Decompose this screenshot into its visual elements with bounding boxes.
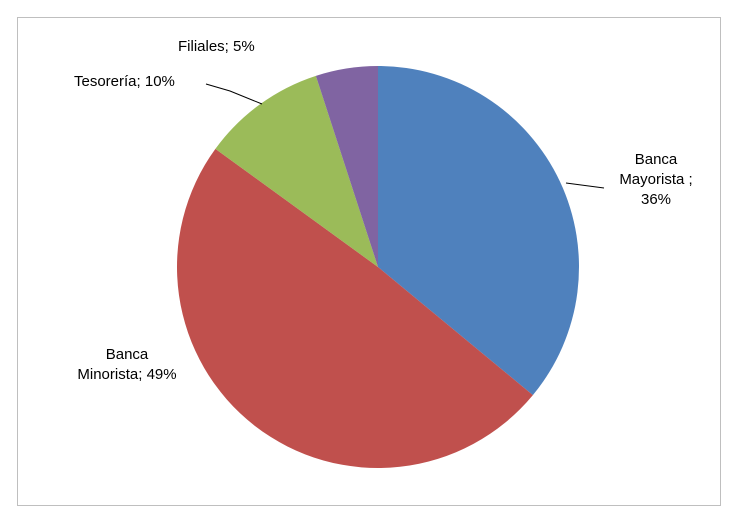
pie-slice	[378, 66, 579, 396]
pie-slice	[215, 75, 378, 267]
data-label: Filiales; 5%	[178, 38, 255, 55]
leader-line	[565, 182, 605, 189]
pie-slice	[177, 148, 533, 468]
leader-line	[205, 83, 263, 105]
pie-slice	[315, 66, 378, 267]
pie	[177, 66, 579, 468]
data-label: Banca Minorista; 49%	[77, 346, 177, 383]
data-label: Tesorería; 10%	[74, 73, 175, 90]
data-label: Banca Mayorista ; 36%	[619, 151, 693, 208]
